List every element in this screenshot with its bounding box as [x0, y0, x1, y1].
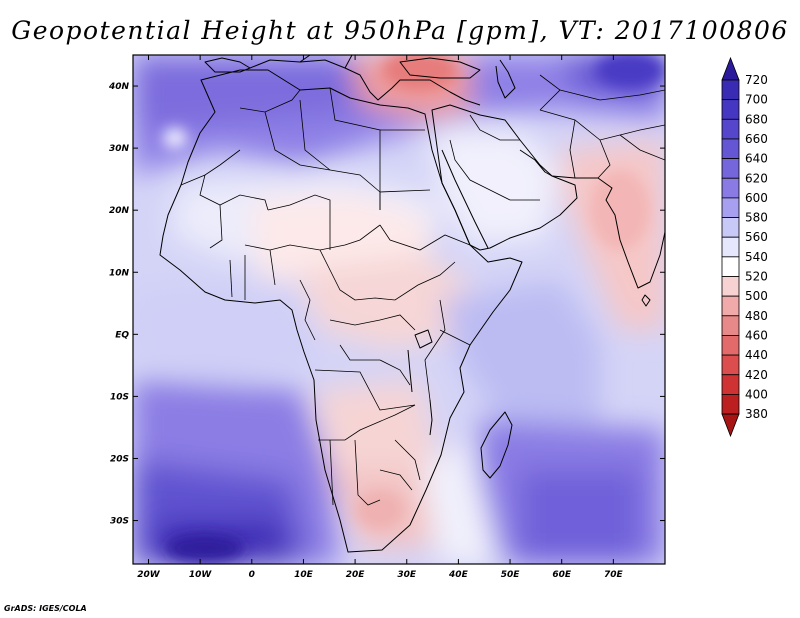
grads-credit: GrADS: IGES/COLA — [4, 604, 87, 613]
south-asia-coast — [551, 175, 665, 289]
chart-title: Geopotential Height at 950hPa [gpm], VT:… — [11, 16, 789, 45]
x-tick-label: 20W — [137, 570, 161, 580]
plot-frame — [132, 54, 666, 565]
x-tick-label: 10E — [294, 570, 314, 580]
colorbar-top-arrow — [721, 56, 740, 81]
colorbar-swatch — [721, 138, 740, 159]
colorbar-label: 480 — [745, 309, 768, 323]
x-axis-ticks: 20W 10W 0 10E 20E 30E 40E 50E 60E 70E — [137, 55, 624, 580]
coastlines — [159, 55, 665, 553]
x-tick-label: 20E — [346, 570, 366, 580]
y-tick-label: EQ — [115, 330, 129, 340]
colorbar-label: 640 — [745, 152, 768, 166]
colorbar-label: 540 — [745, 250, 768, 264]
europe-coast — [249, 59, 481, 106]
colorbar-swatch — [721, 118, 740, 140]
x-tick-label: 0 — [249, 570, 255, 580]
x-tick-label: 50E — [501, 570, 521, 580]
country-borders — [180, 74, 665, 506]
y-axis-ticks: 40N 30N 20N 10N EQ 10S 20S 30S — [108, 82, 665, 527]
colorbar-swatch — [721, 276, 740, 297]
x-tick-label: 60E — [552, 570, 572, 580]
y-tick-label: 30N — [109, 144, 130, 154]
colorbar-swatch — [721, 335, 740, 356]
colorbar-label: 420 — [745, 368, 768, 382]
colorbar-swatch — [721, 374, 740, 395]
y-tick-label: 30S — [110, 517, 129, 527]
africa-coastline — [159, 69, 523, 553]
y-tick-label: 20S — [110, 454, 129, 464]
colorbar-swatch — [721, 158, 740, 179]
x-tick-label: 10W — [189, 570, 213, 580]
x-tick-label: 70E — [604, 570, 624, 580]
x-tick-label: 30E — [397, 570, 417, 580]
height-field — [133, 55, 665, 564]
colorbar-swatch — [721, 315, 740, 336]
colorbar-label: 600 — [745, 191, 768, 205]
x-tick-label: 40E — [448, 570, 469, 580]
colorbar-label: 520 — [745, 270, 768, 284]
colorbar-label: 500 — [745, 289, 768, 303]
colorbar-label: 680 — [745, 112, 768, 126]
colorbar-label: 380 — [745, 407, 768, 421]
colorbar-bottom-arrow — [721, 413, 740, 438]
colorbar-swatch — [721, 79, 740, 101]
colorbar-label: 560 — [745, 230, 768, 244]
madagascar — [480, 411, 513, 479]
colorbar: 720 700 680 660 640 620 600 580 560 540 520 500 480 4… — [721, 56, 768, 438]
colorbar-swatch — [721, 177, 740, 199]
colorbar-swatch — [721, 197, 740, 218]
y-tick-label: 10S — [110, 392, 129, 402]
colorbar-label: 460 — [745, 328, 768, 342]
y-tick-label: 10N — [109, 268, 130, 278]
y-tick-label: 40N — [108, 82, 130, 92]
colorbar-swatch — [721, 354, 740, 376]
colorbar-swatch — [721, 295, 740, 317]
colorbar-swatch — [721, 256, 740, 277]
colorbar-label: 720 — [745, 73, 768, 87]
colorbar-label: 400 — [745, 387, 768, 401]
colorbar-swatch — [721, 236, 740, 258]
colorbar-label: 580 — [745, 211, 768, 225]
colorbar-swatch — [721, 99, 740, 120]
colorbar-swatch — [721, 217, 740, 238]
colorbar-label: 660 — [745, 132, 768, 146]
colorbar-label: 620 — [745, 171, 768, 185]
colorbar-label: 440 — [745, 348, 768, 362]
colorbar-swatch — [721, 393, 740, 415]
y-tick-label: 20N — [109, 206, 130, 216]
arabia — [431, 104, 578, 251]
colorbar-label: 700 — [745, 93, 768, 107]
